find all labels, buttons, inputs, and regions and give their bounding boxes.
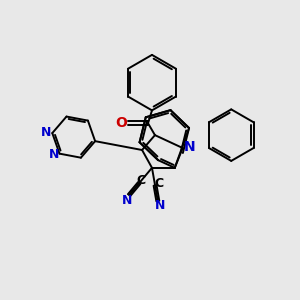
Text: N: N [41, 126, 52, 139]
Text: C: C [137, 173, 146, 187]
Text: N: N [184, 140, 195, 154]
Text: N: N [154, 200, 165, 212]
Text: O: O [115, 116, 127, 130]
Text: N: N [122, 194, 132, 207]
Text: N: N [48, 148, 59, 161]
Text: C: C [154, 177, 164, 190]
